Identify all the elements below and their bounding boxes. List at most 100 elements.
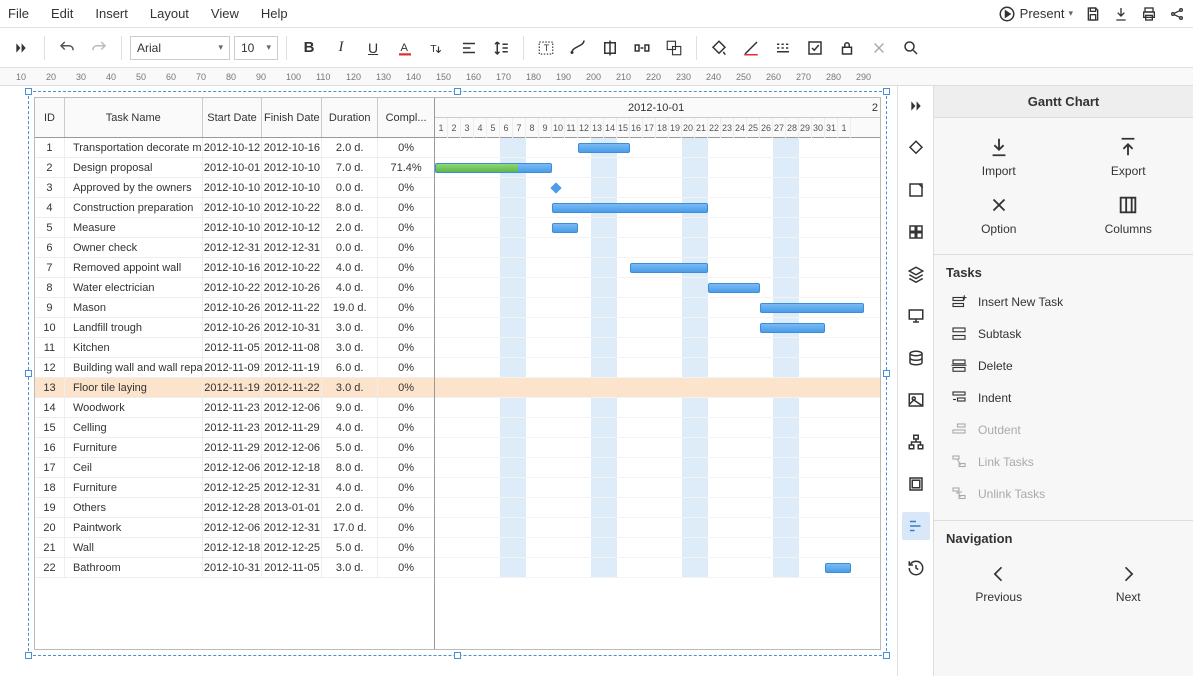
distribute-button[interactable] bbox=[628, 34, 656, 62]
gantt-bar[interactable] bbox=[578, 143, 630, 153]
timeline-row[interactable] bbox=[435, 298, 880, 318]
table-row[interactable]: 5Measure2012-10-102012-10-122.0 d.0% bbox=[35, 218, 434, 238]
gantt-chart[interactable]: IDTask NameStart DateFinish DateDuration… bbox=[34, 97, 881, 650]
table-row[interactable]: 15Celling2012-11-232012-11-294.0 d.0% bbox=[35, 418, 434, 438]
timeline-row[interactable] bbox=[435, 138, 880, 158]
tools-button[interactable] bbox=[865, 34, 893, 62]
menu-insert[interactable]: Insert bbox=[95, 6, 128, 21]
resize-handle-tl[interactable] bbox=[25, 88, 32, 95]
resize-handle-l[interactable] bbox=[25, 370, 32, 377]
table-row[interactable]: 3Approved by the owners2012-10-102012-10… bbox=[35, 178, 434, 198]
table-row[interactable]: 11Kitchen2012-11-052012-11-083.0 d.0% bbox=[35, 338, 434, 358]
gantt-panel-icon[interactable] bbox=[902, 512, 930, 540]
timeline-row[interactable] bbox=[435, 398, 880, 418]
print-icon[interactable] bbox=[1141, 6, 1157, 22]
resize-handle-bl[interactable] bbox=[25, 652, 32, 659]
tile-columns[interactable]: Columns bbox=[1064, 186, 1193, 244]
table-row[interactable]: 14Woodwork2012-11-232012-12-069.0 d.0% bbox=[35, 398, 434, 418]
fill-tool-icon[interactable] bbox=[902, 134, 930, 162]
undo-button[interactable] bbox=[53, 34, 81, 62]
menu-view[interactable]: View bbox=[211, 6, 239, 21]
timeline-row[interactable] bbox=[435, 258, 880, 278]
timeline-row[interactable] bbox=[435, 178, 880, 198]
search-button[interactable] bbox=[897, 34, 925, 62]
gantt-bar[interactable] bbox=[630, 263, 708, 273]
nav-next-button[interactable]: Next bbox=[1064, 564, 1193, 604]
menu-layout[interactable]: Layout bbox=[150, 6, 189, 21]
task-item-subtask[interactable]: Subtask bbox=[942, 318, 1185, 350]
table-row[interactable]: 13Floor tile laying2012-11-192012-11-223… bbox=[35, 378, 434, 398]
table-row[interactable]: 12Building wall and wall repair2012-11-0… bbox=[35, 358, 434, 378]
menu-help[interactable]: Help bbox=[261, 6, 288, 21]
resize-handle-tr[interactable] bbox=[883, 88, 890, 95]
table-row[interactable]: 4Construction preparation2012-10-102012-… bbox=[35, 198, 434, 218]
checkbox-button[interactable] bbox=[801, 34, 829, 62]
font-select[interactable]: Arial▾ bbox=[130, 36, 230, 60]
group-button[interactable] bbox=[660, 34, 688, 62]
lock-button[interactable] bbox=[833, 34, 861, 62]
download-icon[interactable] bbox=[1113, 6, 1129, 22]
table-row[interactable]: 20Paintwork2012-12-062012-12-3117.0 d.0% bbox=[35, 518, 434, 538]
gantt-bar[interactable] bbox=[435, 163, 552, 173]
table-row[interactable]: 17Ceil2012-12-062012-12-188.0 d.0% bbox=[35, 458, 434, 478]
menu-file[interactable]: File bbox=[8, 6, 29, 21]
line-color-button[interactable] bbox=[737, 34, 765, 62]
timeline-row[interactable] bbox=[435, 218, 880, 238]
task-item-insert[interactable]: Insert New Task bbox=[942, 286, 1185, 318]
resize-handle-b[interactable] bbox=[454, 652, 461, 659]
column-header[interactable]: ID bbox=[35, 98, 65, 137]
italic-button[interactable]: I bbox=[327, 34, 355, 62]
nav-previous-button[interactable]: Previous bbox=[934, 564, 1064, 604]
tile-import[interactable]: Import bbox=[934, 128, 1064, 186]
column-header[interactable]: Compl... bbox=[378, 98, 434, 137]
gantt-bar[interactable] bbox=[760, 303, 864, 313]
table-row[interactable]: 16Furniture2012-11-292012-12-065.0 d.0% bbox=[35, 438, 434, 458]
table-row[interactable]: 19Others2012-12-282013-01-012.0 d.0% bbox=[35, 498, 434, 518]
connector-button[interactable] bbox=[564, 34, 592, 62]
fill-button[interactable] bbox=[705, 34, 733, 62]
expand-panel-button[interactable] bbox=[902, 92, 930, 120]
table-row[interactable]: 6Owner check2012-12-312012-12-310.0 d.0% bbox=[35, 238, 434, 258]
timeline-row[interactable] bbox=[435, 338, 880, 358]
timeline-row[interactable] bbox=[435, 538, 880, 558]
share-icon[interactable] bbox=[1169, 6, 1185, 22]
resize-handle-r[interactable] bbox=[883, 370, 890, 377]
shape-tool-icon[interactable] bbox=[902, 176, 930, 204]
spacing-button[interactable] bbox=[487, 34, 515, 62]
timeline-row[interactable] bbox=[435, 238, 880, 258]
presentation-icon[interactable] bbox=[902, 302, 930, 330]
timeline-row[interactable] bbox=[435, 458, 880, 478]
gantt-bar[interactable] bbox=[552, 223, 578, 233]
table-row[interactable]: 22Bathroom2012-10-312012-11-053.0 d.0% bbox=[35, 558, 434, 578]
task-item-delete[interactable]: Delete bbox=[942, 350, 1185, 382]
gantt-bar[interactable] bbox=[552, 203, 708, 213]
font-size-select[interactable]: 10▾ bbox=[234, 36, 278, 60]
canvas-area[interactable]: IDTask NameStart DateFinish DateDuration… bbox=[0, 86, 897, 676]
bold-button[interactable]: B bbox=[295, 34, 323, 62]
column-header[interactable]: Duration bbox=[322, 98, 378, 137]
font-color-button[interactable]: A bbox=[391, 34, 419, 62]
history-icon[interactable] bbox=[902, 554, 930, 582]
grid-tool-icon[interactable] bbox=[902, 218, 930, 246]
save-icon[interactable] bbox=[1085, 6, 1101, 22]
frame-icon[interactable] bbox=[902, 470, 930, 498]
present-button[interactable]: Present ▾ bbox=[998, 5, 1073, 23]
timeline-row[interactable] bbox=[435, 278, 880, 298]
resize-handle-t[interactable] bbox=[454, 88, 461, 95]
timeline-row[interactable] bbox=[435, 198, 880, 218]
underline-button[interactable]: U bbox=[359, 34, 387, 62]
layers-icon[interactable] bbox=[902, 260, 930, 288]
table-row[interactable]: 7Removed appoint wall2012-10-162012-10-2… bbox=[35, 258, 434, 278]
table-row[interactable]: 2Design proposal2012-10-012012-10-107.0 … bbox=[35, 158, 434, 178]
database-icon[interactable] bbox=[902, 344, 930, 372]
timeline-row[interactable] bbox=[435, 158, 880, 178]
milestone[interactable] bbox=[550, 182, 561, 193]
gantt-bar[interactable] bbox=[825, 563, 851, 573]
table-row[interactable]: 18Furniture2012-12-252012-12-314.0 d.0% bbox=[35, 478, 434, 498]
gantt-bar[interactable] bbox=[760, 323, 825, 333]
resize-handle-br[interactable] bbox=[883, 652, 890, 659]
text-box-button[interactable]: T bbox=[532, 34, 560, 62]
table-row[interactable]: 10Landfill trough2012-10-262012-10-313.0… bbox=[35, 318, 434, 338]
line-style-button[interactable] bbox=[769, 34, 797, 62]
timeline-row[interactable] bbox=[435, 498, 880, 518]
